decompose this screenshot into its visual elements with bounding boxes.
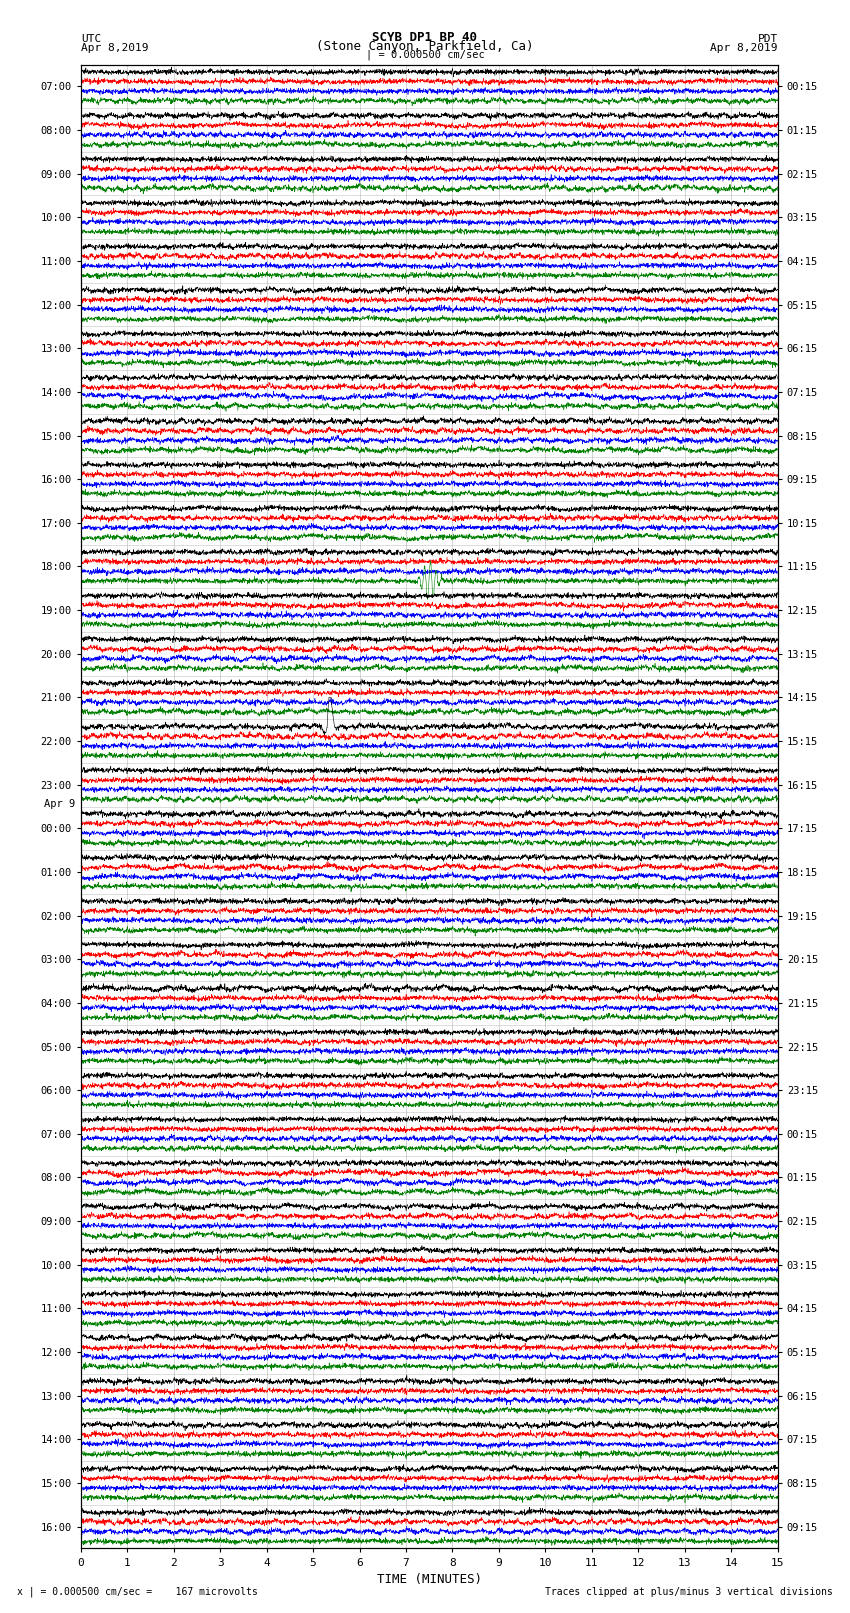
Text: Apr 8,2019: Apr 8,2019 bbox=[711, 44, 778, 53]
Text: (Stone Canyon, Parkfield, Ca): (Stone Canyon, Parkfield, Ca) bbox=[316, 40, 534, 53]
Text: Traces clipped at plus/minus 3 vertical divisions: Traces clipped at plus/minus 3 vertical … bbox=[545, 1587, 833, 1597]
Text: Apr 8,2019: Apr 8,2019 bbox=[81, 44, 148, 53]
X-axis label: TIME (MINUTES): TIME (MINUTES) bbox=[377, 1573, 482, 1586]
Text: | = 0.000500 cm/sec: | = 0.000500 cm/sec bbox=[366, 48, 484, 60]
Text: PDT: PDT bbox=[757, 34, 778, 44]
Text: Apr 9: Apr 9 bbox=[44, 800, 75, 810]
Text: x | = 0.000500 cm/sec =    167 microvolts: x | = 0.000500 cm/sec = 167 microvolts bbox=[17, 1586, 258, 1597]
Text: UTC: UTC bbox=[81, 34, 101, 44]
Text: SCYB DP1 BP 40: SCYB DP1 BP 40 bbox=[372, 31, 478, 44]
